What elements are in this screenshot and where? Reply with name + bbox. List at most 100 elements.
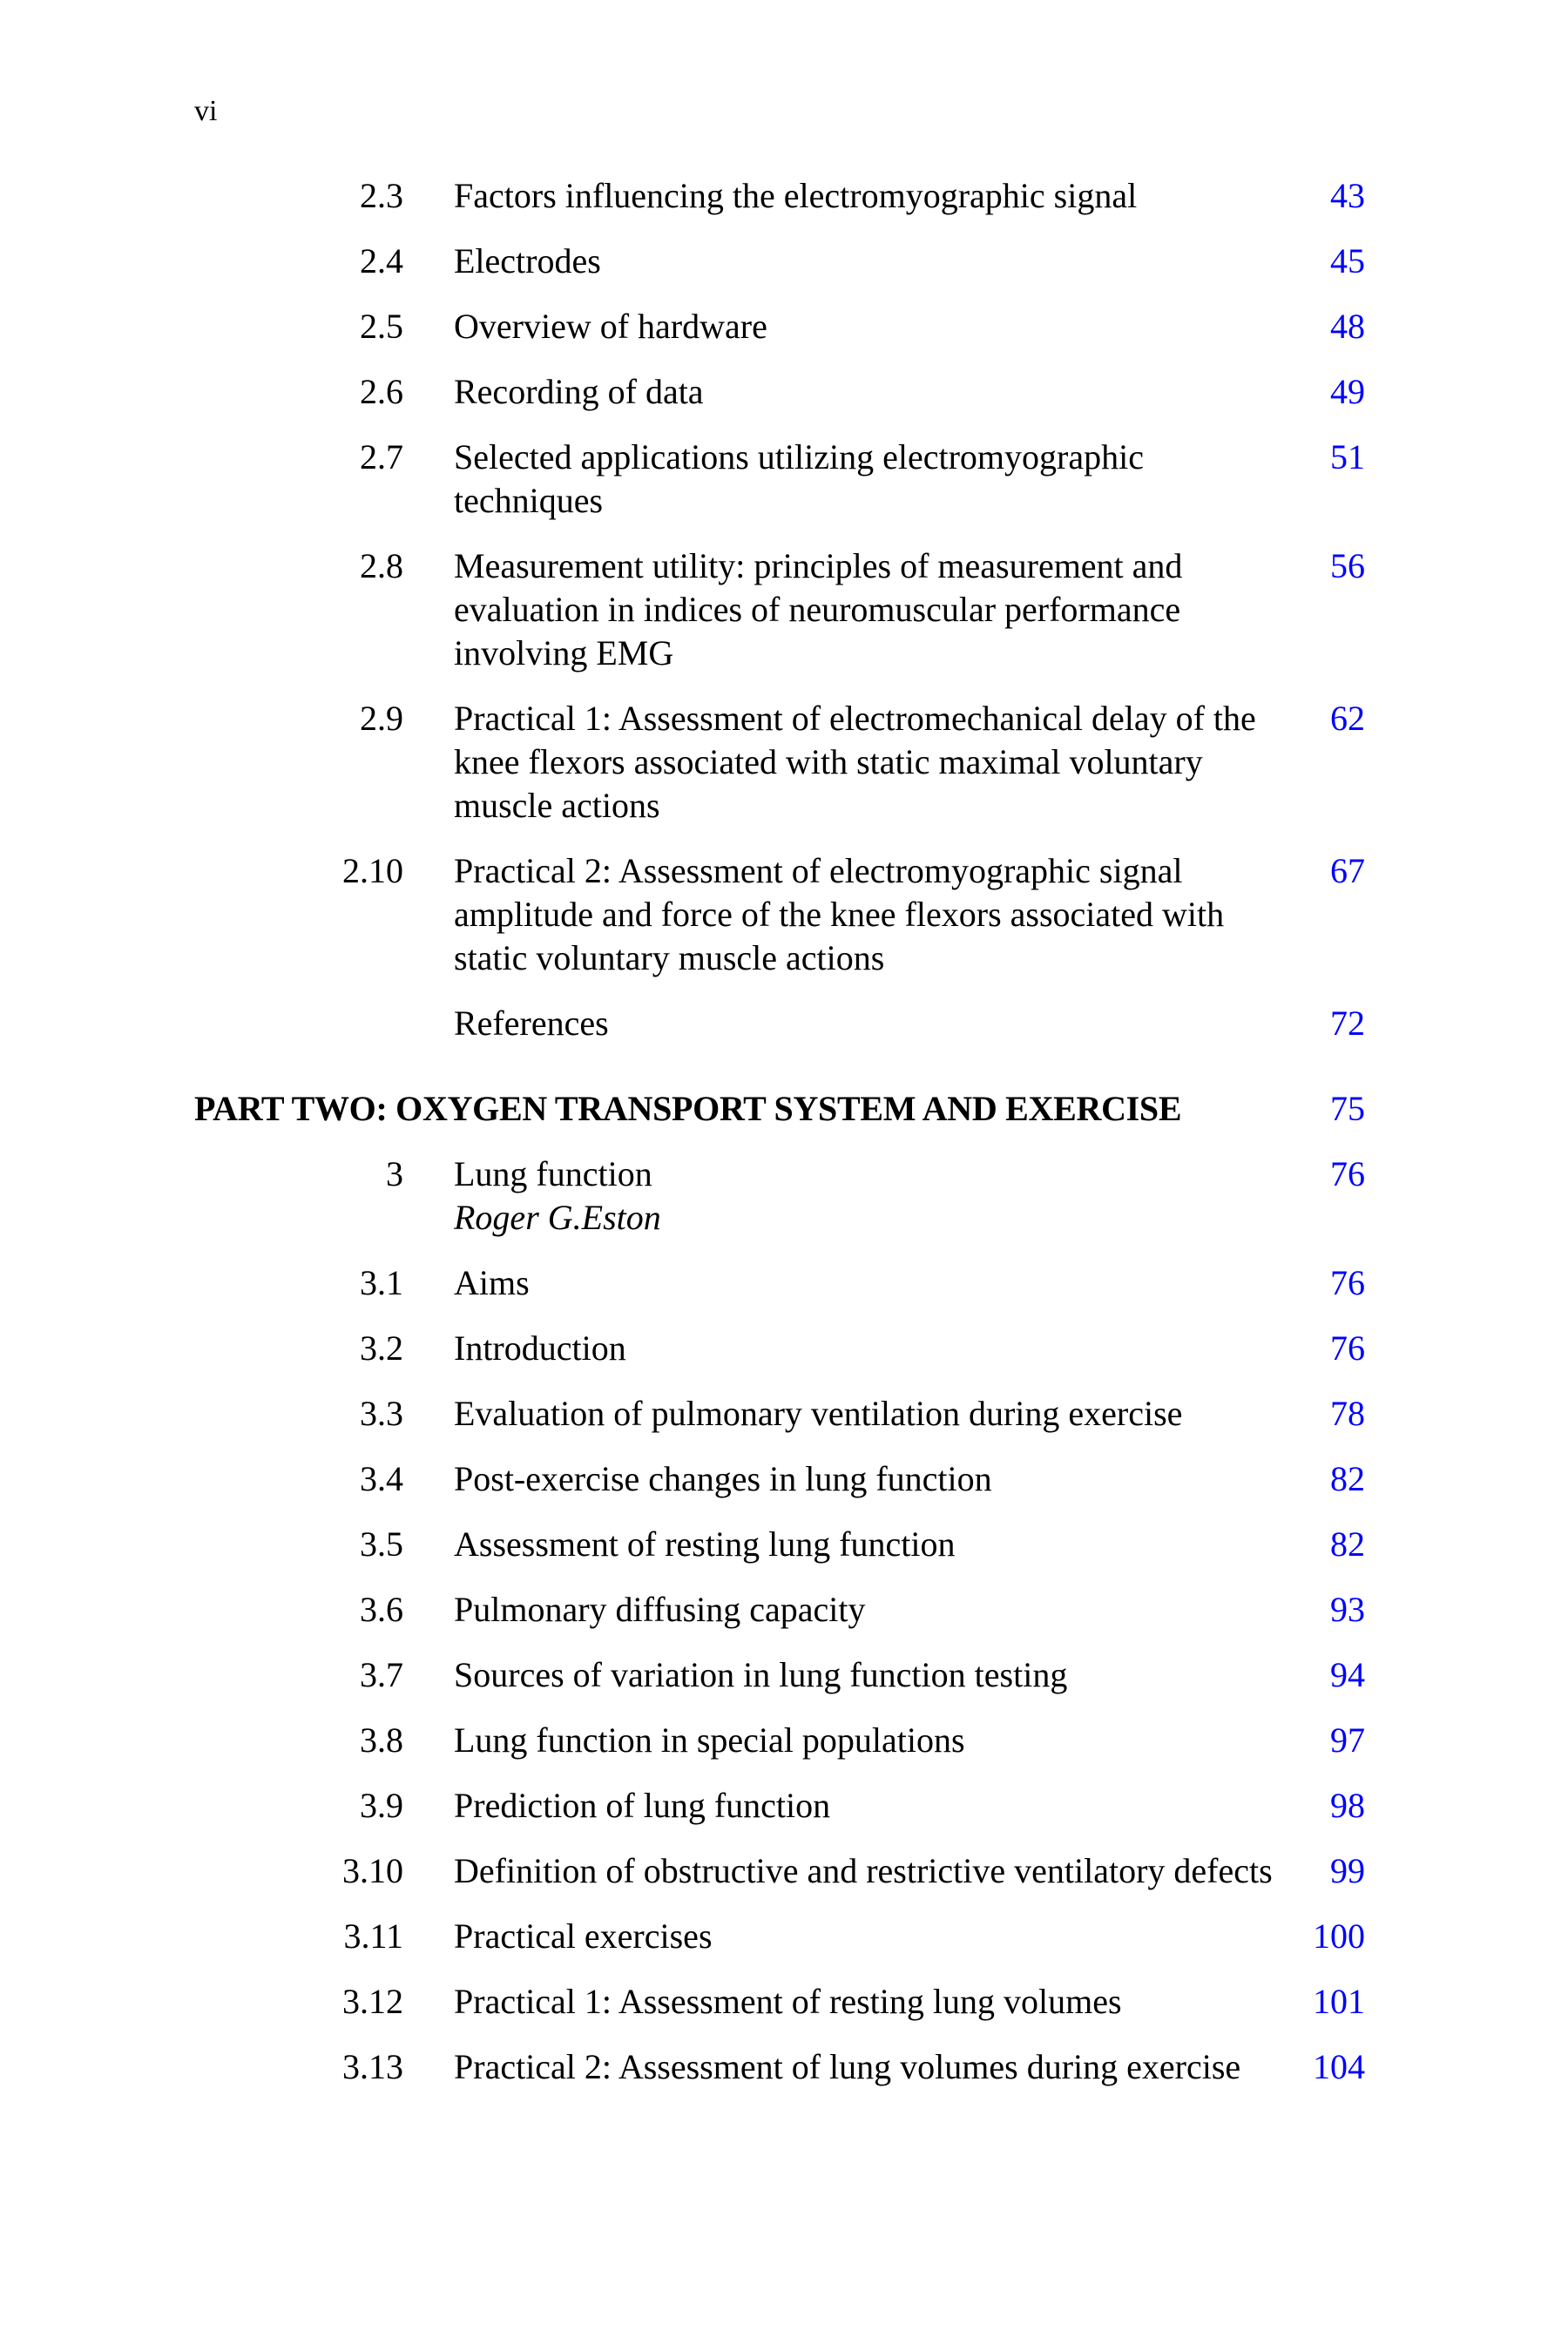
section-title[interactable]: Overview of hardware bbox=[454, 305, 1325, 348]
section-title[interactable]: Assessment of resting lung function bbox=[454, 1523, 1325, 1566]
section-title-line: Overview of hardware bbox=[454, 307, 767, 346]
section-number: 2.5 bbox=[360, 307, 403, 346]
toc-part-heading[interactable]: PART TWO: OXYGEN TRANSPORT SYSTEM AND EX… bbox=[0, 1087, 1568, 1131]
section-number: 3.8 bbox=[360, 1720, 403, 1760]
section-title[interactable]: Practical 2: Assessment of lung volumes … bbox=[454, 2045, 1325, 2089]
page-number-link[interactable]: 82 bbox=[1330, 1524, 1365, 1564]
section-number: 3.7 bbox=[360, 1655, 403, 1694]
toc-entry[interactable]: 2.10 Practical 2: Assessment of electromy… bbox=[0, 849, 1568, 980]
page-number-link[interactable]: 101 bbox=[1313, 1982, 1365, 2021]
page-number-link[interactable]: 72 bbox=[1330, 1004, 1365, 1043]
page-number-link[interactable]: 48 bbox=[1330, 307, 1365, 346]
page-number-link[interactable]: 45 bbox=[1330, 241, 1365, 280]
section-title-line: muscle actions bbox=[454, 786, 660, 825]
page-number-link[interactable]: 62 bbox=[1330, 699, 1365, 738]
page-number-link[interactable]: 75 bbox=[1330, 1089, 1365, 1128]
toc-entry[interactable]: 3.8 Lung function in special populations 9… bbox=[0, 1719, 1568, 1762]
toc-entry[interactable]: 3.11 Practical exercises 100 bbox=[0, 1915, 1568, 1958]
section-number: 3.12 bbox=[342, 1982, 403, 2021]
toc-entry[interactable]: 3.1 Aims 76 bbox=[0, 1261, 1568, 1305]
section-title[interactable]: Sources of variation in lung function te… bbox=[454, 1653, 1325, 1697]
section-title[interactable]: Factors influencing the electromyographi… bbox=[454, 174, 1325, 218]
section-title-line: Lung function in special populations bbox=[454, 1720, 965, 1760]
section-number: 2.6 bbox=[360, 372, 403, 411]
section-title-line: static voluntary muscle actions bbox=[454, 938, 885, 977]
section-title[interactable]: Practical 1: Assessment of electromechan… bbox=[454, 697, 1325, 828]
section-number: 3.11 bbox=[343, 1916, 403, 1956]
toc-entry[interactable]: 3 Lung function Roger G.Eston 76 bbox=[0, 1152, 1568, 1240]
section-title[interactable]: Lung function in special populations bbox=[454, 1719, 1325, 1762]
section-title-line: Practical 1: Assessment of electromechan… bbox=[454, 699, 1256, 738]
page-number-link[interactable]: 97 bbox=[1330, 1720, 1365, 1760]
page-number-link[interactable]: 93 bbox=[1330, 1590, 1365, 1629]
section-title[interactable]: Evaluation of pulmonary ventilation duri… bbox=[454, 1392, 1325, 1436]
section-number: 3.4 bbox=[360, 1459, 403, 1498]
toc-entry[interactable]: 2.7 Selected applications utilizing elect… bbox=[0, 436, 1568, 523]
section-title[interactable]: Aims bbox=[454, 1261, 1325, 1305]
section-title-line: knee flexors associated with static maxi… bbox=[454, 742, 1203, 781]
section-title[interactable]: Prediction of lung function bbox=[454, 1784, 1325, 1828]
section-number: 3.2 bbox=[360, 1328, 403, 1368]
section-title[interactable]: Selected applications utilizing electrom… bbox=[454, 436, 1325, 523]
section-title[interactable]: Recording of data bbox=[454, 370, 1325, 414]
page-number-link[interactable]: 99 bbox=[1330, 1851, 1365, 1890]
toc-entry[interactable]: 2.8 Measurement utility: principles of me… bbox=[0, 544, 1568, 675]
section-number: 2.8 bbox=[360, 546, 403, 585]
section-number: 2.3 bbox=[360, 176, 403, 215]
page-number-link[interactable]: 78 bbox=[1330, 1394, 1365, 1433]
section-title-line: evaluation in indices of neuromuscular p… bbox=[454, 590, 1181, 629]
section-number: 2.9 bbox=[360, 699, 403, 738]
section-title[interactable]: Electrodes bbox=[454, 240, 1325, 283]
section-title[interactable]: Measurement utility: principles of measu… bbox=[454, 544, 1325, 675]
page-number-link[interactable]: 67 bbox=[1330, 851, 1365, 890]
toc-entry[interactable]: 3.13 Practical 2: Assessment of lung volu… bbox=[0, 2045, 1568, 2089]
page-number-link[interactable]: 76 bbox=[1330, 1328, 1365, 1368]
section-title-line: Electrodes bbox=[454, 241, 601, 280]
toc-entry[interactable]: 2.9 Practical 1: Assessment of electromec… bbox=[0, 697, 1568, 828]
section-title[interactable]: Introduction bbox=[454, 1327, 1325, 1370]
section-title-line: Factors influencing the electromyographi… bbox=[454, 176, 1138, 215]
section-title-line: Definition of obstructive and restrictiv… bbox=[454, 1851, 1273, 1890]
section-title[interactable]: Definition of obstructive and restrictiv… bbox=[454, 1849, 1325, 1893]
page-number-link[interactable]: 49 bbox=[1330, 372, 1365, 411]
page-number-link[interactable]: 51 bbox=[1330, 437, 1365, 476]
section-title-line: amplitude and force of the knee flexors … bbox=[454, 895, 1225, 934]
section-title[interactable]: Lung function Roger G.Eston bbox=[454, 1152, 1325, 1240]
section-title-line: Assessment of resting lung function bbox=[454, 1524, 956, 1564]
toc-entry[interactable]: 2.5 Overview of hardware 48 bbox=[0, 305, 1568, 348]
page-number-link[interactable]: 100 bbox=[1313, 1916, 1365, 1956]
section-title-line: Introduction bbox=[454, 1328, 626, 1368]
toc-entry[interactable]: 3.7 Sources of variation in lung function… bbox=[0, 1653, 1568, 1697]
page-number-link[interactable]: 94 bbox=[1330, 1655, 1365, 1694]
section-title[interactable]: Practical exercises bbox=[454, 1915, 1325, 1958]
section-title[interactable]: Post-exercise changes in lung function bbox=[454, 1457, 1325, 1501]
section-title-line: Measurement utility: principles of measu… bbox=[454, 546, 1183, 585]
toc-entry[interactable]: 3.9 Prediction of lung function 98 bbox=[0, 1784, 1568, 1828]
toc-entry[interactable]: 3.12 Practical 1: Assessment of resting l… bbox=[0, 1980, 1568, 2024]
page-number-link[interactable]: 98 bbox=[1330, 1786, 1365, 1825]
toc-entry[interactable]: 2.6 Recording of data 49 bbox=[0, 370, 1568, 414]
section-title[interactable]: Pulmonary diffusing capacity bbox=[454, 1588, 1325, 1632]
toc-entry[interactable]: 3.3 Evaluation of pulmonary ventilation d… bbox=[0, 1392, 1568, 1436]
section-title-line: Aims bbox=[454, 1263, 530, 1302]
page-number-link[interactable]: 43 bbox=[1330, 176, 1365, 215]
section-title[interactable]: References bbox=[454, 1002, 1325, 1045]
toc-entry[interactable]: 3.4 Post-exercise changes in lung functio… bbox=[0, 1457, 1568, 1501]
page-number-link[interactable]: 76 bbox=[1330, 1263, 1365, 1302]
page-number-link[interactable]: 104 bbox=[1313, 2047, 1365, 2086]
toc-entry[interactable]: References 72 bbox=[0, 1002, 1568, 1045]
page-number-link[interactable]: 76 bbox=[1330, 1154, 1365, 1193]
toc-entry[interactable]: 3.10 Definition of obstructive and restri… bbox=[0, 1849, 1568, 1893]
toc-entry[interactable]: 2.4 Electrodes 45 bbox=[0, 240, 1568, 283]
toc-entry[interactable]: 3.6 Pulmonary diffusing capacity 93 bbox=[0, 1588, 1568, 1632]
toc-entry[interactable]: 3.5 Assessment of resting lung function 82 bbox=[0, 1523, 1568, 1566]
toc-entry[interactable]: 2.3 Factors influencing the electromyogra… bbox=[0, 174, 1568, 218]
section-title[interactable]: Practical 2: Assessment of electromyogra… bbox=[454, 849, 1325, 980]
page-number-link[interactable]: 82 bbox=[1330, 1459, 1365, 1498]
section-title-line: Pulmonary diffusing capacity bbox=[454, 1590, 866, 1629]
section-title[interactable]: PART TWO: OXYGEN TRANSPORT SYSTEM AND EX… bbox=[194, 1087, 1182, 1131]
page-number-link[interactable]: 56 bbox=[1330, 546, 1365, 585]
section-number: 2.10 bbox=[342, 851, 403, 890]
section-title[interactable]: Practical 1: Assessment of resting lung … bbox=[454, 1980, 1325, 2024]
toc-entry[interactable]: 3.2 Introduction 76 bbox=[0, 1327, 1568, 1370]
